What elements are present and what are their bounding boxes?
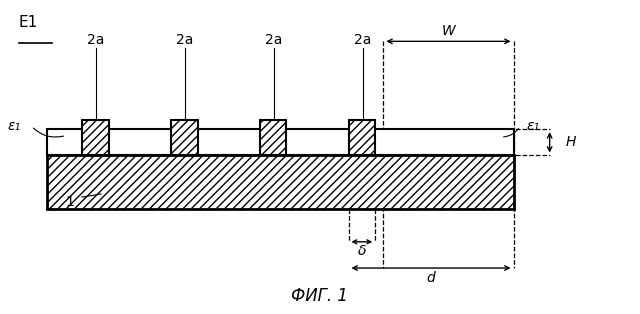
Bar <box>47 129 513 155</box>
Text: ε₁: ε₁ <box>8 119 20 133</box>
Text: E1: E1 <box>19 15 38 30</box>
Bar <box>260 120 286 155</box>
Text: 2a: 2a <box>265 33 282 47</box>
Text: δ: δ <box>358 244 366 258</box>
Text: ФИГ. 1: ФИГ. 1 <box>291 287 349 306</box>
Bar <box>82 120 109 155</box>
Bar <box>47 155 513 209</box>
Text: W: W <box>442 24 456 38</box>
Text: 2a: 2a <box>354 33 371 47</box>
Text: ε₁: ε₁ <box>526 119 539 133</box>
Text: 2a: 2a <box>176 33 193 47</box>
Text: 1: 1 <box>65 195 74 209</box>
Text: d: d <box>427 271 435 285</box>
Bar <box>171 120 198 155</box>
Text: H: H <box>565 135 576 149</box>
Text: 2a: 2a <box>87 33 105 47</box>
Bar <box>349 120 375 155</box>
